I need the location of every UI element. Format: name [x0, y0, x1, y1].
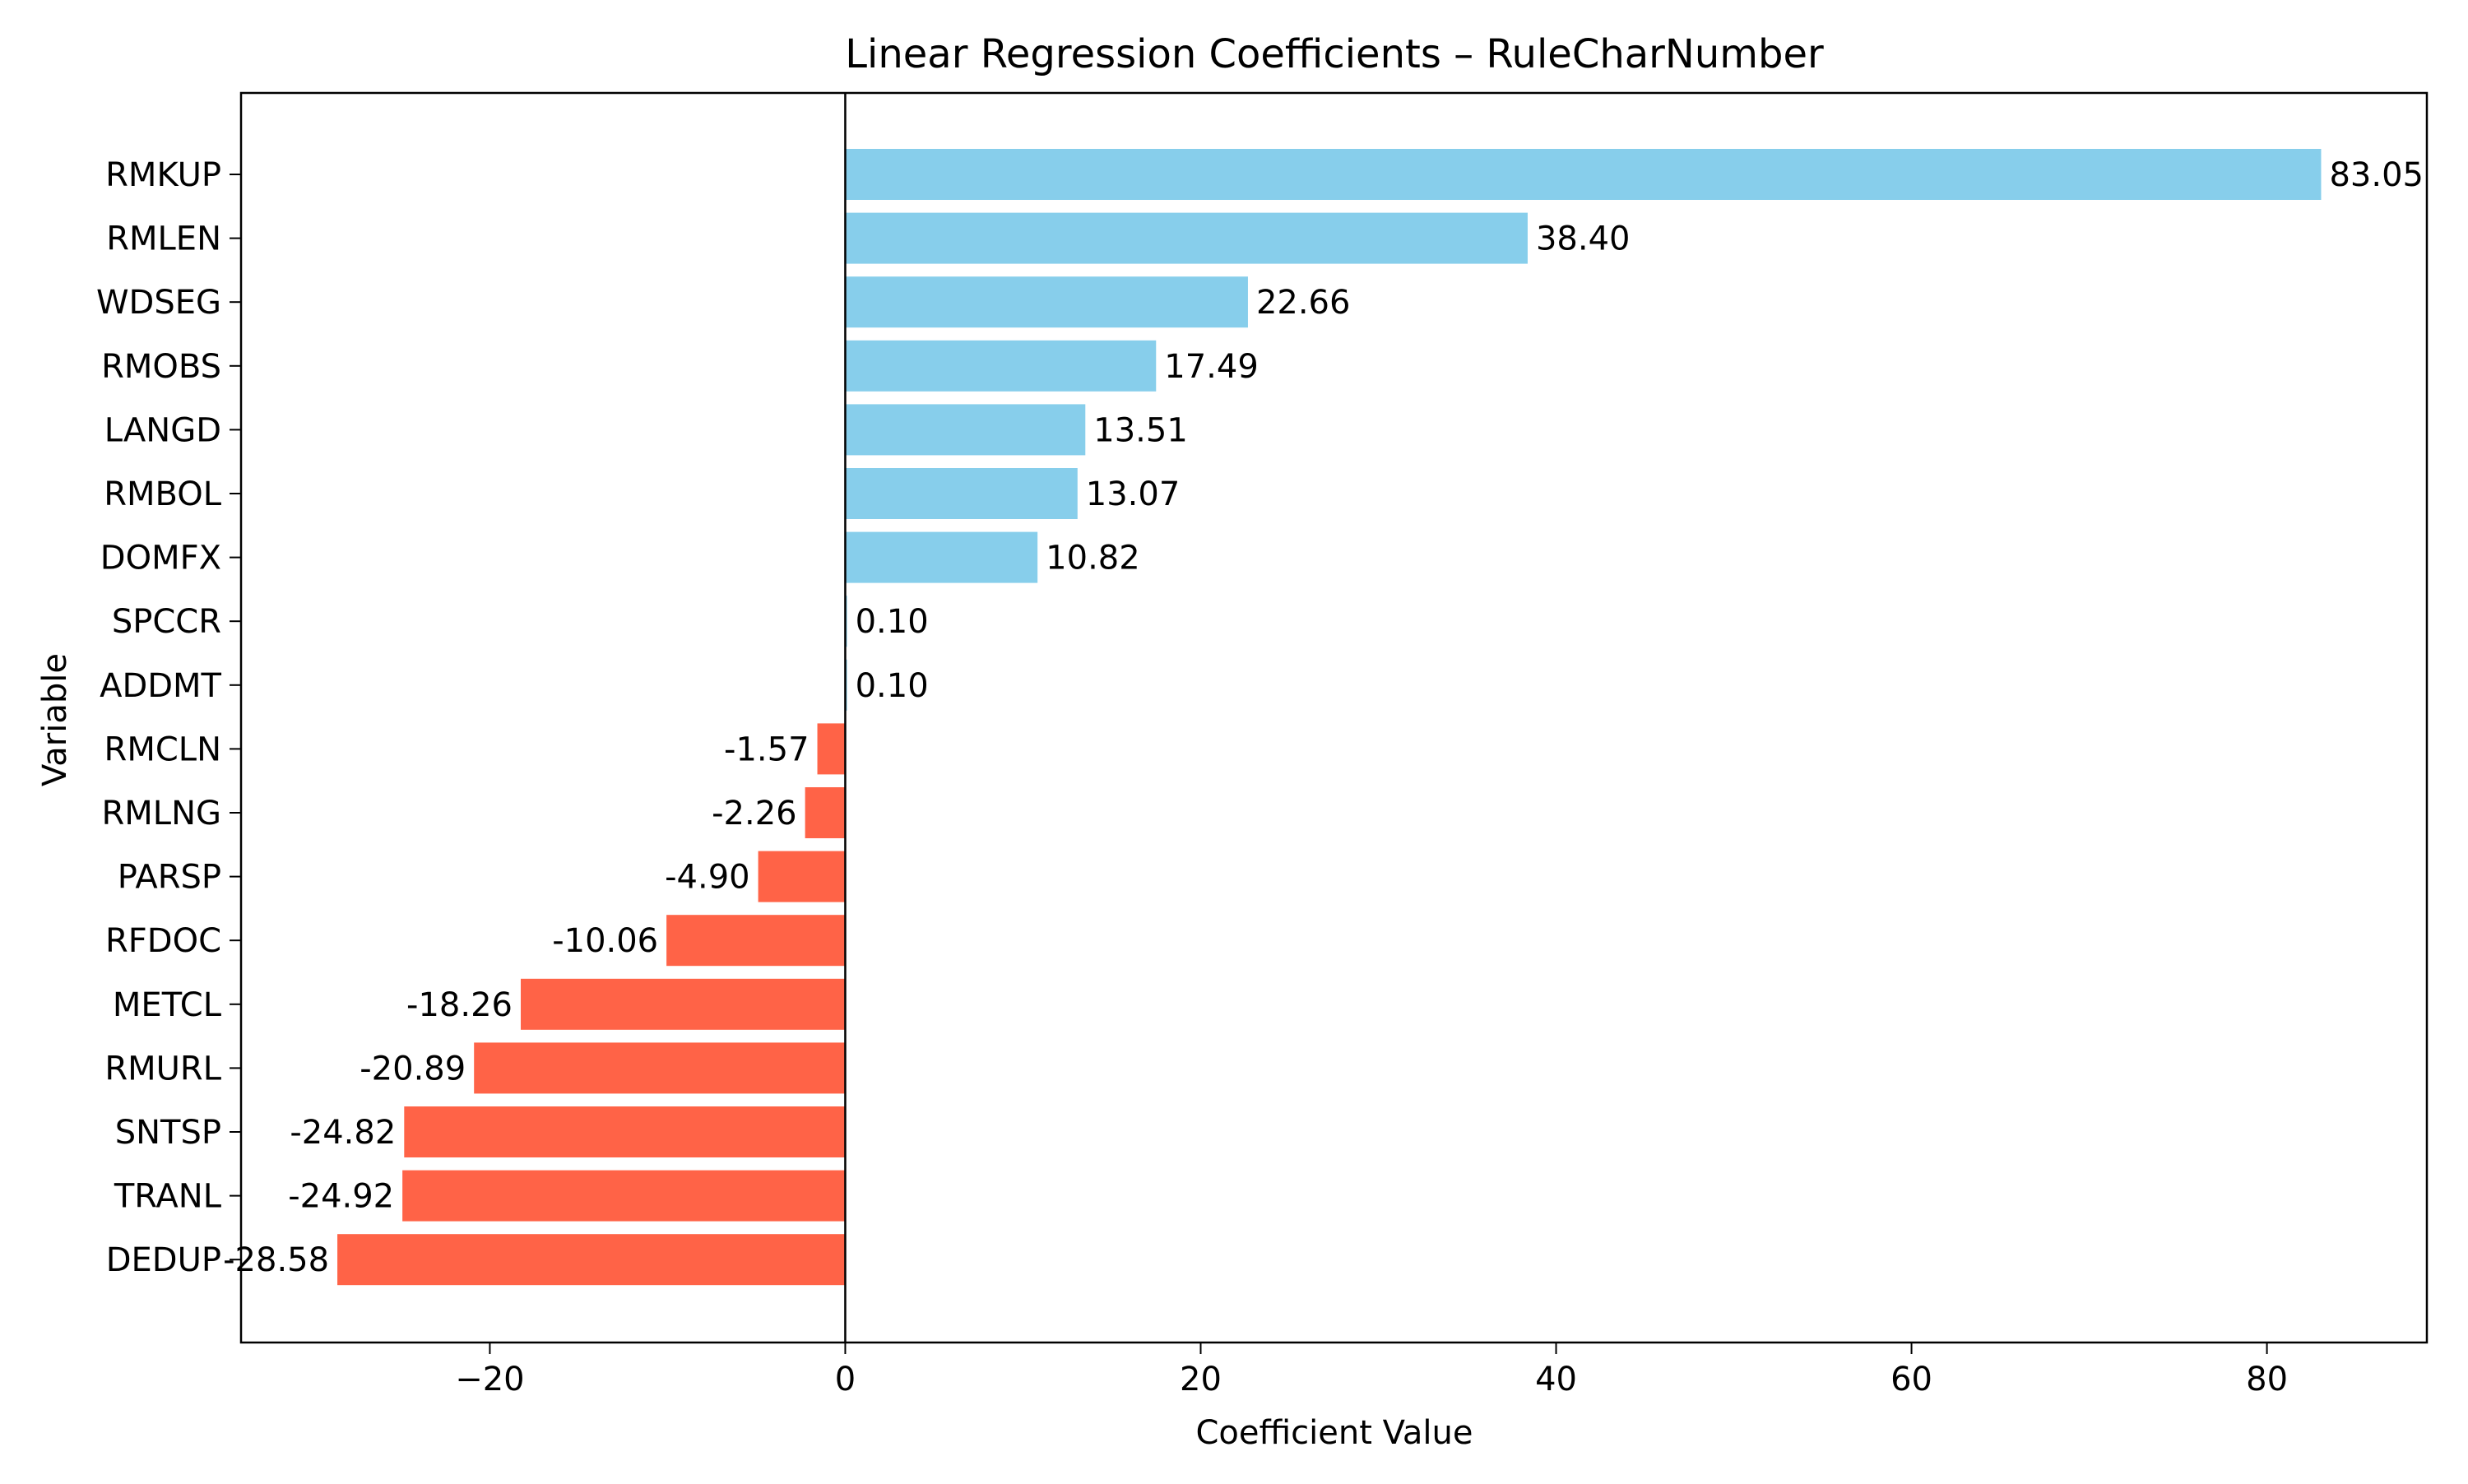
x-axis-label: Coefficient Value: [1196, 1414, 1473, 1452]
value-label-addmt: 0.10: [856, 667, 929, 705]
value-label-dedup: -28.58: [223, 1241, 329, 1279]
value-label-rmkup: 83.05: [2329, 156, 2424, 194]
value-label-rmurl: -20.89: [360, 1050, 466, 1087]
x-tick-label-1: 0: [835, 1361, 856, 1398]
y-tick-label-tranl: TRANL: [114, 1178, 222, 1216]
y-tick-label-parsp: PARSP: [118, 859, 221, 897]
x-tick-label-3: 40: [1535, 1361, 1577, 1398]
y-tick-label-sntsp: SNTSP: [115, 1114, 221, 1152]
bar-sntsp: [404, 1106, 846, 1157]
y-tick-label-rmkup: RMKUP: [105, 156, 221, 194]
value-label-rfdoc: -10.06: [552, 922, 658, 960]
bar-rmobs: [845, 340, 1157, 392]
y-tick-label-domfx: DOMFX: [100, 540, 221, 577]
x-tick-label-0: −20: [455, 1361, 524, 1398]
value-label-rmbol: 13.07: [1086, 475, 1181, 513]
bar-rmbol: [845, 468, 1078, 519]
bars-layer: [337, 149, 2322, 1286]
bar-rmlng: [805, 787, 846, 838]
bar-tranl: [402, 1170, 846, 1222]
bar-wdseg: [845, 276, 1248, 328]
y-tick-label-spccr: SPCCR: [112, 603, 221, 641]
bar-domfx: [845, 531, 1038, 583]
bar-langd: [845, 404, 1086, 456]
x-tick-label-4: 60: [1890, 1361, 1932, 1398]
y-tick-label-rmobs: RMOBS: [101, 348, 221, 386]
value-label-rmlng: -2.26: [712, 795, 797, 832]
bar-rfdoc: [666, 915, 846, 967]
value-label-metcl: -18.26: [406, 986, 513, 1024]
x-tick-label-5: 80: [2246, 1361, 2288, 1398]
y-tick-label-dedup: DEDUP: [106, 1241, 221, 1279]
bar-rmurl: [474, 1042, 846, 1094]
y-tick-label-rmurl: RMURL: [104, 1050, 221, 1087]
bar-rmcln: [817, 723, 846, 775]
y-tick-label-addmt: ADDMT: [100, 667, 221, 705]
bar-parsp: [758, 851, 846, 902]
bar-rmkup: [845, 149, 2322, 200]
y-tick-label-wdseg: WDSEG: [96, 284, 221, 322]
y-tick-label-rmlng: RMLNG: [101, 795, 221, 832]
y-tick-label-rfdoc: RFDOC: [105, 922, 221, 960]
y-tick-label-rmbol: RMBOL: [104, 475, 222, 513]
bar-dedup: [337, 1234, 846, 1286]
value-label-tranl: -24.92: [288, 1178, 394, 1216]
value-label-rmcln: -1.57: [724, 730, 810, 768]
y-tick-label-langd: LANGD: [104, 411, 221, 449]
labels-layer: 83.05 38.40 22.66 17.49 13.51 13.07 10.82 0.10 0…: [223, 156, 2424, 1279]
bar-metcl: [521, 978, 846, 1030]
y-axis-label: Variable: [36, 653, 74, 786]
value-label-langd: 13.51: [1093, 411, 1188, 449]
value-label-rmobs: 17.49: [1164, 348, 1259, 386]
value-label-spccr: 0.10: [856, 603, 929, 641]
value-label-sntsp: -24.82: [290, 1114, 396, 1152]
y-tick-label-rmcln: RMCLN: [104, 730, 221, 768]
value-label-wdseg: 22.66: [1256, 284, 1351, 322]
value-label-rmlen: 38.40: [1536, 220, 1631, 258]
axes-layer: RMKUP RMLEN WDSEG RMOBS LANGD RMBOL DOMFX SPCCR…: [96, 91, 2429, 1398]
plot-frame: [239, 91, 2429, 1344]
y-tick-label-rmlen: RMLEN: [106, 220, 221, 258]
y-tick-label-metcl: METCL: [113, 986, 222, 1024]
x-tick-label-2: 20: [1180, 1361, 1222, 1398]
chart-title: Linear Regression Coefficients – RuleCha…: [845, 31, 1824, 77]
value-label-parsp: -4.90: [665, 859, 750, 897]
bar-rmlen: [845, 212, 1528, 264]
value-label-domfx: 10.82: [1046, 540, 1140, 577]
